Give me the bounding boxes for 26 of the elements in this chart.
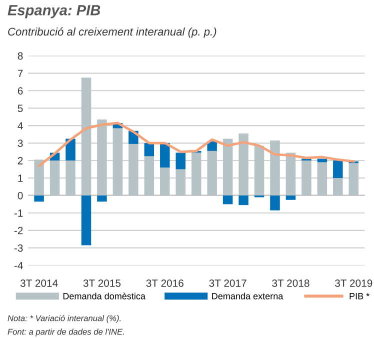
y-tick-label: 2 bbox=[18, 157, 23, 164]
y-tick-label: 5 bbox=[18, 104, 23, 112]
legend-label: Demanda externa bbox=[212, 292, 284, 300]
y-tick-label: -1 bbox=[14, 210, 23, 217]
x-tick-label: 3T 2014 bbox=[20, 279, 58, 287]
text: Nota: * Variació interanual (%). bbox=[8, 314, 121, 323]
x-tick-label: 3T 2019 bbox=[335, 279, 372, 287]
y-tick-label: -2 bbox=[14, 226, 23, 234]
y-tick-label: 0 bbox=[18, 192, 23, 200]
chart-subtitle: Contribució al creixement interanual (p. p.) bbox=[8, 27, 216, 38]
x-tick-label: 3T 2017 bbox=[209, 279, 246, 287]
x-tick-label: 3T 2018 bbox=[272, 279, 310, 287]
legend-label: Demanda domèstica bbox=[63, 292, 146, 300]
x-tick-label: 3T 2016 bbox=[146, 279, 184, 287]
legend-label: PIB * bbox=[350, 293, 370, 300]
y-tick-label: -4 bbox=[14, 262, 23, 270]
y-tick-label: -3 bbox=[14, 244, 23, 252]
y-tick-label: 7 bbox=[18, 70, 23, 78]
y-tick-label: 8 bbox=[18, 52, 23, 60]
y-tick-label: 6 bbox=[18, 87, 23, 95]
y-tick-label: 3 bbox=[18, 140, 23, 147]
chart-title: Espanya: PIB bbox=[8, 5, 100, 18]
y-tick-label: 1 bbox=[18, 174, 23, 182]
x-tick-label: 3T 2015 bbox=[83, 279, 121, 287]
y-tick-label: 4 bbox=[18, 122, 23, 130]
text: Font: a partir de dades de l'INE. bbox=[8, 328, 124, 336]
